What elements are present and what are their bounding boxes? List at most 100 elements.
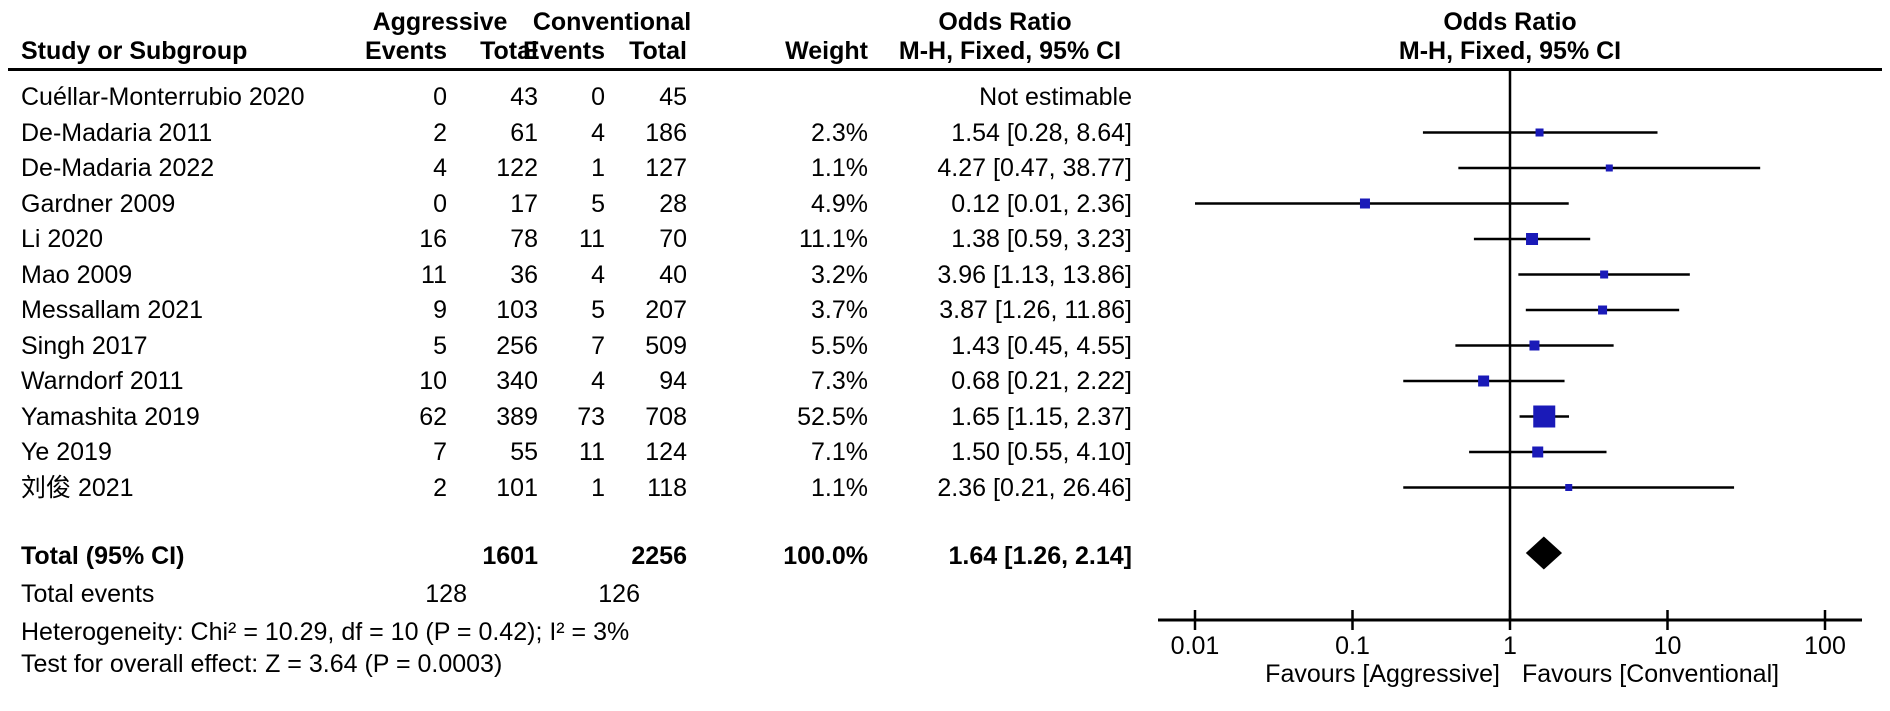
study-name: Messallam 2021 bbox=[21, 296, 204, 324]
total-conventional: 70 bbox=[659, 225, 687, 253]
total-aggressive: 122 bbox=[496, 154, 538, 182]
total-conventional: 509 bbox=[645, 331, 687, 360]
total-aggressive: 78 bbox=[510, 225, 538, 253]
study-name: De-Madaria 2022 bbox=[21, 154, 215, 182]
total-aggressive: 103 bbox=[496, 296, 538, 324]
weight: 11.1% bbox=[798, 225, 868, 253]
events-conventional: 5 bbox=[591, 296, 605, 324]
favours-right-label: Favours [Conventional] bbox=[1522, 660, 1780, 688]
study-name: Yamashita 2019 bbox=[21, 402, 200, 431]
events-conventional: 11 bbox=[579, 438, 605, 466]
or-ci-text: 1.43 [0.45, 4.55] bbox=[951, 331, 1132, 360]
point-estimate-square bbox=[1565, 484, 1573, 491]
header-divider bbox=[8, 68, 1882, 71]
total-aggressive: 340 bbox=[496, 367, 538, 395]
total-aggressive: 389 bbox=[496, 402, 538, 431]
total-conventional: 708 bbox=[645, 402, 687, 431]
total-aggressive: 36 bbox=[510, 260, 538, 289]
point-estimate-square bbox=[1598, 305, 1608, 315]
weight: 1.1% bbox=[811, 154, 868, 182]
total-row-label: Total (95% CI) bbox=[21, 542, 185, 570]
or-ci-text: 0.68 [0.21, 2.22] bbox=[951, 367, 1132, 395]
point-estimate-square bbox=[1529, 340, 1540, 351]
total-conventional: 118 bbox=[647, 473, 687, 502]
point-estimate-square bbox=[1359, 198, 1370, 209]
point-estimate-square bbox=[1605, 164, 1613, 172]
events-conventional: 4 bbox=[591, 260, 605, 289]
total-aggressive-header: Total bbox=[480, 37, 538, 65]
study-name: Warndorf 2011 bbox=[21, 367, 184, 395]
total-events-label: Total events bbox=[21, 580, 155, 608]
plot-title: Odds Ratio bbox=[1443, 8, 1577, 36]
or-column-subheader: M-H, Fixed, 95% CI bbox=[898, 37, 1122, 65]
or-ci-text: 1.65 [1.15, 2.37] bbox=[951, 402, 1132, 431]
total-events-conventional: 126 bbox=[598, 580, 640, 608]
events-aggressive: 0 bbox=[433, 189, 447, 218]
or-ci-text: 2.36 [0.21, 26.46] bbox=[937, 473, 1132, 502]
or-ci-text: 0.12 [0.01, 2.36] bbox=[951, 189, 1132, 218]
overall-effect-test: Test for overall effect: Z = 3.64 (P = 0… bbox=[21, 650, 503, 678]
favours-left-label: Favours [Aggressive] bbox=[1265, 660, 1500, 688]
events-aggressive: 0 bbox=[433, 83, 447, 111]
x-tick-label: 10 bbox=[1653, 632, 1682, 660]
study-name: Gardner 2009 bbox=[21, 189, 176, 218]
weight: 7.3% bbox=[811, 367, 868, 395]
events-aggressive: 2 bbox=[433, 118, 447, 147]
weight: 5.5% bbox=[811, 331, 868, 360]
total-conventional-n: 2256 bbox=[631, 542, 687, 570]
total-weight: 100.0% bbox=[783, 542, 868, 570]
point-estimate-square bbox=[1526, 233, 1539, 245]
or-ci-text: 1.50 [0.55, 4.10] bbox=[951, 438, 1132, 466]
weight: 1.1% bbox=[811, 473, 868, 502]
events-conventional: 0 bbox=[591, 83, 605, 111]
total-events-aggressive: 128 bbox=[425, 580, 467, 608]
total-conventional: 45 bbox=[659, 83, 687, 111]
x-tick-label: 1 bbox=[1503, 632, 1517, 660]
heterogeneity-stats: Heterogeneity: Chi² = 10.29, df = 10 (P … bbox=[21, 618, 630, 646]
events-aggressive: 9 bbox=[433, 296, 447, 324]
study-name: Singh 2017 bbox=[21, 331, 148, 360]
total-conventional: 207 bbox=[645, 296, 687, 324]
or-ci-text: 1.38 [0.59, 3.23] bbox=[951, 225, 1132, 253]
total-conventional: 94 bbox=[659, 367, 687, 395]
events-aggressive: 62 bbox=[419, 402, 447, 431]
study-column-header: Study or Subgroup bbox=[21, 37, 248, 65]
total-conventional: 127 bbox=[645, 154, 687, 182]
or-ci-text: 3.87 [1.26, 11.86] bbox=[939, 296, 1132, 324]
events-aggressive: 16 bbox=[419, 225, 447, 253]
total-conventional: 186 bbox=[645, 118, 687, 147]
study-name: Cuéllar-Monterrubio 2020 bbox=[21, 83, 305, 111]
weight: 7.1% bbox=[811, 438, 868, 466]
weight: 3.7% bbox=[811, 296, 868, 324]
total-conventional: 40 bbox=[659, 260, 687, 289]
total-aggressive: 43 bbox=[510, 83, 538, 111]
events-aggressive: 2 bbox=[433, 473, 447, 502]
study-name: Ye 2019 bbox=[21, 438, 112, 466]
weight-column-header: Weight bbox=[785, 37, 868, 65]
events-aggressive: 4 bbox=[433, 154, 447, 182]
column-group-aggressive: Aggressive bbox=[372, 8, 508, 36]
x-tick-label: 0.1 bbox=[1335, 632, 1370, 660]
total-conventional: 124 bbox=[645, 438, 687, 466]
weight: 2.3% bbox=[811, 118, 868, 147]
events-aggressive: 11 bbox=[421, 260, 447, 289]
events-conventional-header: Events bbox=[523, 37, 605, 65]
events-conventional: 1 bbox=[591, 154, 605, 182]
events-conventional: 4 bbox=[591, 367, 605, 395]
pooled-diamond bbox=[1525, 536, 1563, 570]
events-aggressive: 7 bbox=[433, 438, 447, 466]
total-aggressive: 256 bbox=[496, 331, 538, 360]
events-conventional: 4 bbox=[591, 118, 605, 147]
study-name: De-Madaria 2011 bbox=[21, 118, 213, 147]
total-conventional-header: Total bbox=[629, 37, 687, 65]
events-conventional: 73 bbox=[577, 402, 605, 431]
total-aggressive: 55 bbox=[510, 438, 538, 466]
events-aggressive: 10 bbox=[419, 367, 447, 395]
total-aggressive: 101 bbox=[496, 473, 538, 502]
total-or-ci: 1.64 [1.26, 2.14] bbox=[948, 542, 1132, 570]
point-estimate-square bbox=[1533, 405, 1556, 428]
or-ci-text: 3.96 [1.13, 13.86] bbox=[937, 260, 1132, 289]
weight: 52.5% bbox=[797, 402, 868, 431]
